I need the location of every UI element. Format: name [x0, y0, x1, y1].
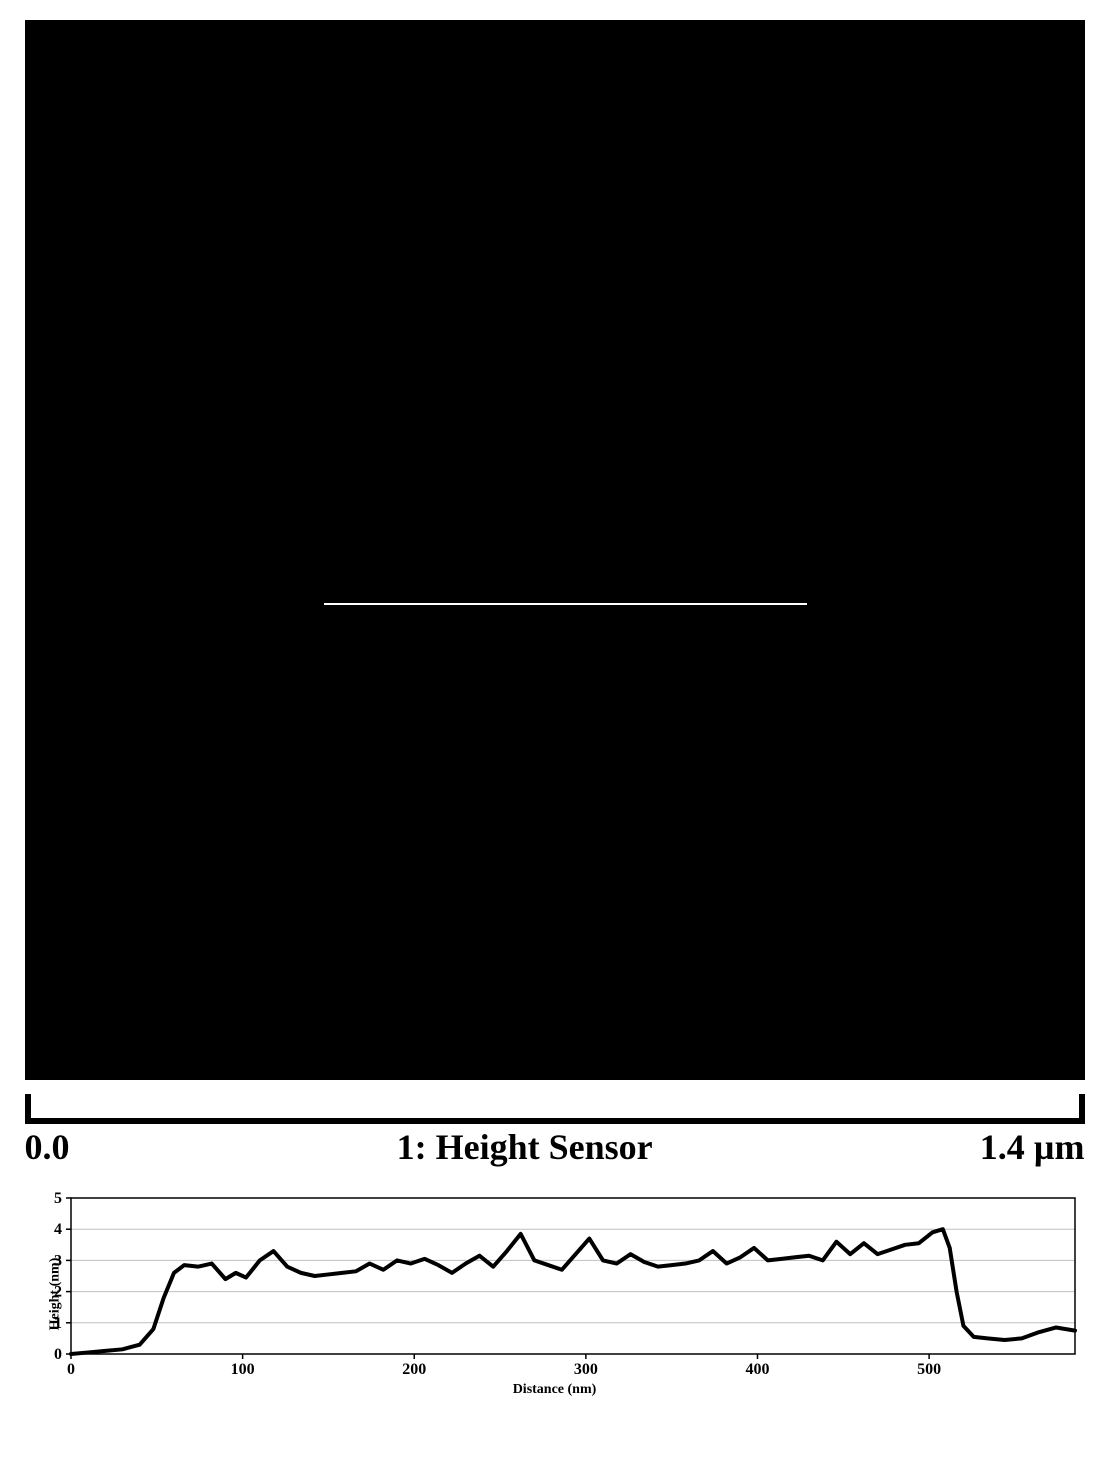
svg-text:300: 300 [573, 1361, 597, 1378]
scale-min-label: 0.0 [25, 1126, 70, 1168]
svg-text:200: 200 [402, 1361, 426, 1378]
height-profile-chart: Height (nm) 0123450100200300400500 Dista… [25, 1190, 1085, 1398]
y-axis-label: Height (nm) [47, 1258, 63, 1331]
svg-text:400: 400 [745, 1361, 769, 1378]
svg-text:4: 4 [54, 1221, 62, 1238]
scale-bar [25, 1094, 1085, 1124]
scale-max-label: 1.4 µm [980, 1126, 1085, 1168]
profile-chart-svg: 0123450100200300400500 [25, 1190, 1085, 1380]
svg-text:500: 500 [917, 1361, 941, 1378]
afm-image-panel [25, 20, 1085, 1080]
scale-bar-container: 0.0 1: Height Sensor 1.4 µm [25, 1094, 1085, 1168]
scale-center-label: 1: Height Sensor [397, 1126, 653, 1168]
scale-labels: 0.0 1: Height Sensor 1.4 µm [25, 1126, 1085, 1168]
profile-marker-line [324, 603, 807, 605]
svg-text:100: 100 [230, 1361, 254, 1378]
svg-text:5: 5 [54, 1190, 62, 1207]
svg-text:0: 0 [67, 1361, 75, 1378]
x-axis-label: Distance (nm) [25, 1382, 1085, 1398]
svg-text:0: 0 [54, 1346, 62, 1363]
